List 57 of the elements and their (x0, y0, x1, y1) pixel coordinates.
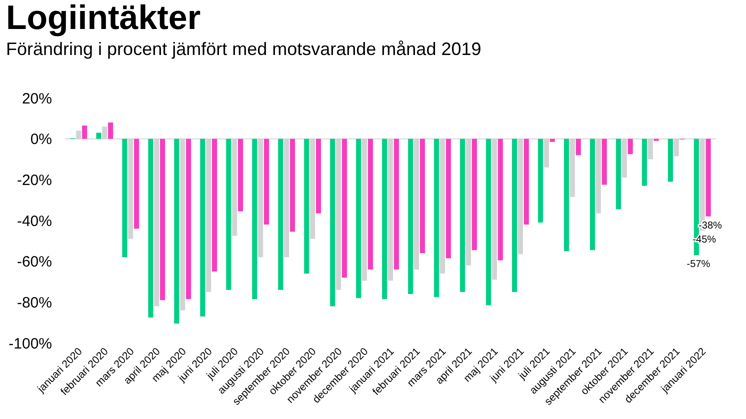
bar (590, 138, 595, 250)
bar (550, 138, 555, 142)
bar (264, 138, 270, 225)
chart-title: Logiintäkter (6, 0, 201, 37)
bar (460, 138, 466, 292)
bar (278, 138, 284, 290)
bar (212, 138, 218, 272)
bar (186, 138, 192, 300)
bar (706, 138, 711, 216)
bar (252, 138, 258, 300)
bar (96, 132, 102, 139)
bar (394, 138, 399, 270)
bar (356, 138, 362, 298)
bar (304, 138, 310, 274)
bar (434, 138, 440, 298)
bar (290, 138, 295, 232)
bar (134, 138, 140, 229)
bar (226, 138, 232, 290)
bar (446, 138, 451, 258)
bar (174, 138, 180, 324)
bar (368, 138, 373, 270)
bar (602, 138, 607, 185)
bar (420, 138, 425, 254)
bar (512, 138, 518, 292)
bar (316, 138, 321, 214)
y-tick-label: -100% (8, 335, 52, 352)
bar (616, 138, 621, 210)
bar (148, 138, 154, 318)
bar (538, 138, 544, 223)
bar (524, 138, 529, 225)
bar (160, 138, 166, 300)
bar (472, 138, 477, 250)
y-tick-label: 20% (22, 90, 52, 108)
y-tick-label: -80% (16, 294, 52, 312)
y-tick-label: 0% (30, 131, 52, 148)
bar (122, 138, 128, 258)
bar (82, 126, 88, 139)
y-tick-label: -40% (16, 212, 52, 230)
bar (408, 138, 414, 294)
bar (382, 138, 388, 300)
chart-subtitle: Förändring i procent jämfört med motsvarande månad 2019 (6, 39, 482, 59)
bar (564, 138, 570, 252)
bar (498, 138, 503, 260)
bar (238, 138, 244, 212)
y-tick-label: -60% (16, 254, 52, 271)
bar (576, 138, 581, 156)
data-label: -57% (686, 259, 710, 270)
y-tick-label: -20% (16, 172, 52, 189)
bar (330, 138, 336, 306)
bar (486, 138, 492, 306)
bar (342, 138, 347, 278)
bar (668, 138, 673, 182)
bar (628, 138, 633, 154)
bar (200, 138, 206, 316)
data-label: -38% (698, 220, 722, 232)
bar (642, 138, 647, 186)
bar (108, 122, 114, 139)
